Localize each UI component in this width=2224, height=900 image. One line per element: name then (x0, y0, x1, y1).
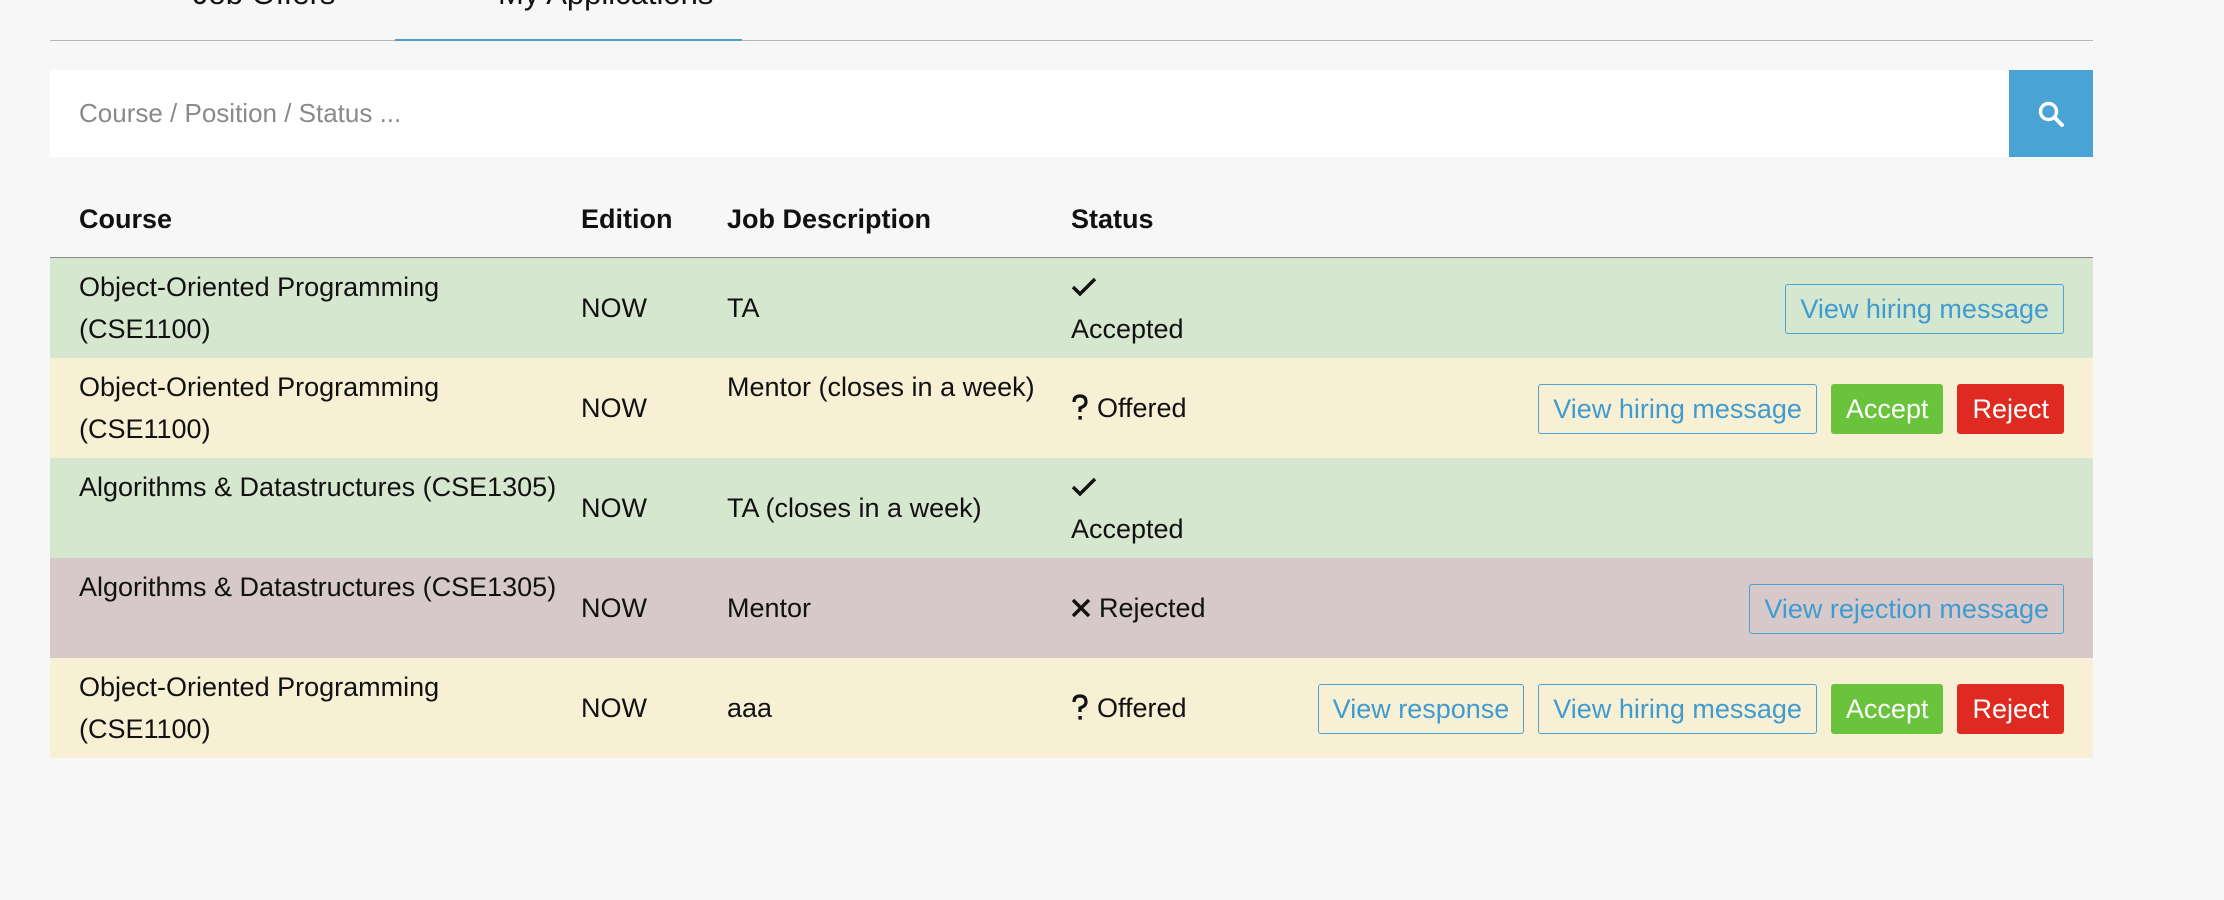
course-cell: Algorithms & Datastructures (CSE1305) (79, 572, 557, 602)
row-actions: View rejection message (1749, 584, 2064, 634)
reject-button[interactable]: Reject (1957, 684, 2064, 734)
tab-label: My Applications (498, 0, 713, 10)
active-tab-indicator (395, 39, 742, 41)
status-cell: Accepted (1071, 266, 1184, 350)
table-header: Course Edition Job Description Status (50, 186, 2093, 258)
tab-label: Job Offers (193, 0, 335, 10)
table-row: Object-Oriented Programming (CSE1100) NO… (50, 358, 2093, 458)
view-rejection-message-button[interactable]: View rejection message (1749, 584, 2064, 634)
course-cell: Object-Oriented Programming (CSE1100) (79, 672, 440, 744)
edition-cell: NOW (581, 493, 647, 523)
header-job-description: Job Description (727, 204, 932, 234)
header-status: Status (1071, 204, 1154, 234)
status-cell: Offered (1071, 387, 1187, 429)
edition-cell: NOW (581, 393, 647, 423)
edition-cell: NOW (581, 693, 647, 723)
status-label: Offered (1097, 693, 1187, 723)
accept-button[interactable]: Accept (1830, 684, 1944, 734)
job-description-cell: Mentor (closes in a week) (727, 372, 1035, 402)
tab-bar: Job Offers My Applications (50, 0, 2093, 41)
job-description-cell: TA (closes in a week) (727, 493, 982, 523)
accept-button[interactable]: Accept (1830, 384, 1944, 434)
row-actions: View response View hiring message Accept… (1317, 684, 2064, 734)
status-label: Accepted (1071, 314, 1184, 344)
reject-button[interactable]: Reject (1957, 384, 2064, 434)
view-response-button[interactable]: View response (1317, 684, 1525, 734)
status-label: Offered (1097, 393, 1187, 423)
job-description-cell: Mentor (727, 593, 812, 623)
header-course: Course (79, 204, 173, 234)
status-label: Accepted (1071, 514, 1184, 544)
view-hiring-message-button[interactable]: View hiring message (1785, 284, 2064, 334)
search-bar (50, 70, 2093, 157)
course-cell: Object-Oriented Programming (CSE1100) (79, 372, 440, 444)
row-actions: View hiring message (1785, 284, 2064, 334)
x-icon (1071, 598, 1091, 618)
row-actions: View hiring message Accept Reject (1538, 384, 2064, 434)
search-button[interactable] (2009, 70, 2093, 157)
status-cell: Rejected (1071, 587, 1206, 629)
question-icon (1072, 694, 1088, 720)
table-row: Algorithms & Datastructures (CSE1305) NO… (50, 558, 2093, 658)
job-description-cell: TA (727, 293, 760, 323)
view-hiring-message-button[interactable]: View hiring message (1538, 384, 1817, 434)
check-icon (1071, 477, 1097, 497)
status-cell: Offered (1071, 687, 1187, 729)
table-row: Algorithms & Datastructures (CSE1305) NO… (50, 458, 2093, 558)
table-row: Object-Oriented Programming (CSE1100) NO… (50, 258, 2093, 358)
job-description-cell: aaa (727, 693, 773, 723)
tab-my-applications[interactable]: My Applications (395, 0, 742, 41)
question-icon (1072, 394, 1088, 420)
status-label: Rejected (1099, 593, 1206, 623)
status-cell: Accepted (1071, 466, 1184, 550)
search-input[interactable] (50, 70, 2009, 157)
table-row: Object-Oriented Programming (CSE1100) NO… (50, 658, 2093, 758)
search-icon (2038, 101, 2064, 127)
applications-table: Course Edition Job Description Status Ob… (50, 186, 2093, 758)
view-hiring-message-button[interactable]: View hiring message (1538, 684, 1817, 734)
edition-cell: NOW (581, 293, 647, 323)
course-cell: Algorithms & Datastructures (CSE1305) (79, 472, 557, 502)
course-cell: Object-Oriented Programming (CSE1100) (79, 272, 440, 344)
check-icon (1071, 277, 1097, 297)
edition-cell: NOW (581, 593, 647, 623)
header-edition: Edition (581, 204, 673, 234)
